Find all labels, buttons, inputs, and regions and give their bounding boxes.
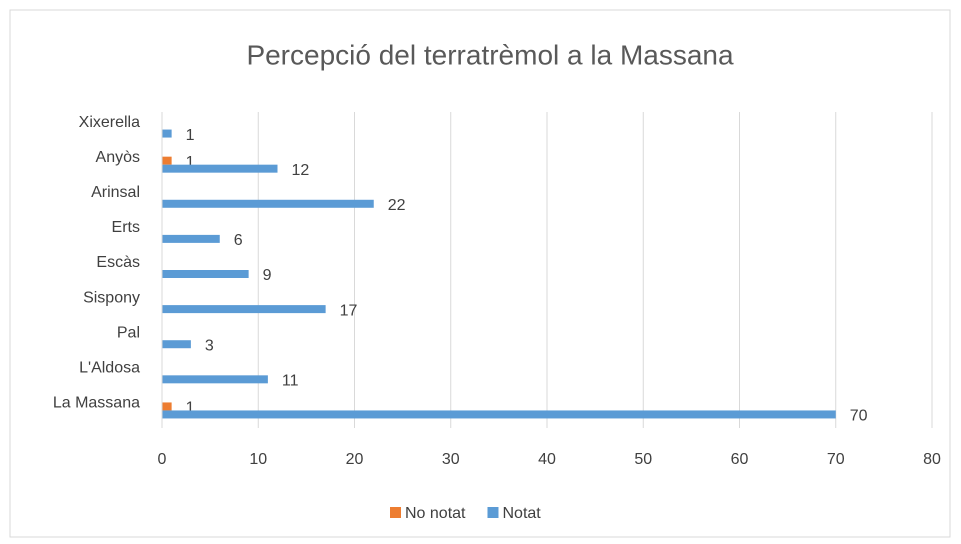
bar: [162, 129, 172, 138]
data-label: 9: [263, 267, 272, 284]
y-tick-label: Pal: [117, 324, 140, 341]
legend-swatch: [390, 507, 401, 518]
x-tick-label: 60: [731, 451, 749, 468]
x-tick-label: 10: [249, 451, 267, 468]
data-label: 6: [234, 232, 243, 249]
data-label: 12: [292, 162, 310, 179]
legend-label: Notat: [502, 505, 541, 522]
y-tick-label: Anyòs: [96, 149, 140, 166]
data-label: 3: [205, 337, 214, 354]
y-tick-label: Arinsal: [91, 184, 140, 201]
bar: [162, 410, 836, 419]
x-tick-label: 50: [634, 451, 652, 468]
y-tick-label: Sispony: [83, 289, 140, 306]
bar: [162, 156, 172, 165]
bar: [162, 234, 220, 243]
legend-label: No notat: [405, 505, 466, 522]
x-tick-label: 0: [158, 451, 167, 468]
y-tick-label: Erts: [112, 219, 140, 236]
chart-title: Percepció del terratrèmol a la Massana: [246, 39, 734, 70]
y-tick-label: Xixerella: [79, 114, 140, 131]
x-tick-label: 30: [442, 451, 460, 468]
data-label: 17: [340, 302, 358, 319]
bar: [162, 375, 268, 384]
data-label: 11: [282, 373, 299, 390]
data-label: 1: [186, 154, 195, 171]
y-tick-label: L'Aldosa: [79, 360, 140, 377]
bar: [162, 164, 278, 173]
bar: [162, 402, 172, 411]
x-tick-label: 80: [923, 451, 941, 468]
bar: [162, 340, 191, 349]
x-tick-label: 40: [538, 451, 556, 468]
data-label: 22: [388, 197, 406, 214]
data-label: 70: [850, 408, 868, 425]
bar: [162, 199, 374, 208]
y-tick-label: La Massana: [53, 395, 140, 412]
chart-border: [9, 9, 951, 538]
x-tick-label: 70: [827, 451, 845, 468]
data-label: 1: [186, 400, 195, 417]
bar: [162, 270, 249, 278]
legend-swatch: [487, 507, 499, 518]
x-tick-label: 20: [346, 451, 364, 468]
y-tick-label: Escàs: [96, 254, 140, 271]
data-label: 1: [186, 127, 195, 144]
bar: [162, 305, 326, 314]
